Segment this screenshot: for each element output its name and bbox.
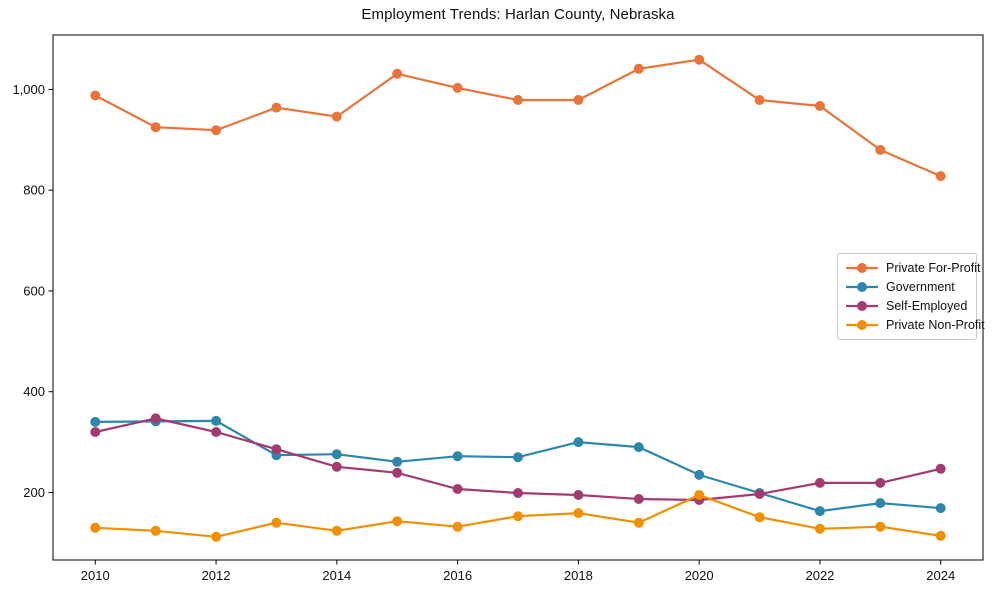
data-point-private-non-profit-2018 [573,508,584,519]
data-point-government-2019 [633,442,644,453]
x-axis-tick-label: 2024 [926,568,955,583]
y-axis-tick-label: 800 [23,183,45,198]
data-point-private-non-profit-2017 [513,511,523,522]
legend-label: Private For-Profit [886,261,981,276]
data-point-private-for-profit-2023 [875,144,886,155]
x-axis-tick-label: 2014 [322,568,351,583]
legend-marker-line-dot-icon [846,319,878,330]
legend-label: Government [886,280,955,295]
data-point-private-for-profit-2021 [754,95,765,105]
data-point-private-for-profit-2015 [392,68,403,79]
data-point-self-employed-2011 [150,413,161,424]
data-point-self-employed-2024 [935,463,946,474]
x-axis-tick-label: 2018 [564,568,593,583]
data-point-government-2020 [694,469,705,480]
x-axis-tick-label: 2022 [805,568,834,583]
y-axis-tick-label: 200 [23,485,45,500]
data-point-private-non-profit-2010 [90,522,101,533]
legend: Private For-Profit Government Self-Emplo… [837,253,985,340]
y-axis-tick-label: 400 [23,384,45,399]
data-point-private-non-profit-2019 [633,517,644,528]
data-point-private-for-profit-2014 [331,111,342,122]
data-point-government-2014 [331,449,342,460]
data-point-self-employed-2012 [211,427,222,437]
data-point-private-for-profit-2010 [90,90,101,101]
data-point-private-non-profit-2021 [754,512,765,523]
data-point-private-non-profit-2011 [150,525,161,536]
legend-item-private-non-profit: Private Non-Profit [845,316,985,334]
series-line-private-for-profit [94,58,942,178]
legend-label: Private Non-Profit [886,317,985,332]
x-axis-tick-label: 2016 [443,568,472,583]
data-point-private-non-profit-2020 [694,490,705,500]
data-point-private-non-profit-2013 [271,517,282,528]
y-axis-tick-label: 1,000 [12,82,45,97]
data-point-self-employed-2015 [392,467,403,478]
data-point-self-employed-2017 [513,488,523,498]
data-point-self-employed-2023 [875,477,886,488]
data-point-government-2010 [90,416,101,427]
data-point-self-employed-2022 [814,477,825,488]
legend-item-government: Government [845,278,969,296]
data-point-private-non-profit-2016 [452,521,463,532]
data-point-government-2015 [392,456,403,467]
y-axis-tick-label: 600 [23,283,45,298]
data-point-private-for-profit-2018 [573,95,584,105]
data-point-private-non-profit-2014 [331,525,342,536]
data-point-private-non-profit-2024 [935,530,946,541]
legend-marker-line-dot-icon [846,263,878,274]
data-point-government-2024 [935,503,946,514]
data-point-private-for-profit-2011 [150,122,161,133]
legend-item-self-employed: Self-Employed [845,297,969,315]
data-point-private-for-profit-2017 [513,95,523,105]
x-axis-tick-label: 2020 [685,568,714,583]
data-point-self-employed-2014 [331,461,342,472]
data-point-private-non-profit-2022 [814,523,825,534]
data-point-private-for-profit-2022 [814,101,825,111]
legend-marker-line-dot-icon [846,282,878,293]
data-point-government-2012 [211,415,222,426]
data-point-private-non-profit-2015 [392,516,403,527]
legend-label: Self-Employed [886,298,968,313]
data-point-private-for-profit-2020 [694,54,705,65]
data-point-self-employed-2010 [90,427,101,437]
data-point-private-for-profit-2016 [452,82,463,93]
data-point-self-employed-2021 [754,489,765,499]
data-point-self-employed-2018 [573,490,584,500]
data-point-private-for-profit-2024 [935,171,946,182]
plot-border [52,34,984,561]
x-axis-tick-label: 2012 [202,568,231,583]
data-point-private-for-profit-2012 [211,125,222,136]
data-point-government-2018 [573,437,584,448]
data-point-self-employed-2013 [271,444,282,455]
chart-title: Employment Trends: Harlan County, Nebras… [361,6,675,23]
data-point-government-2023 [875,498,886,509]
legend-marker-line-dot-icon [846,300,878,311]
data-point-private-for-profit-2019 [633,63,644,74]
data-point-private-non-profit-2012 [211,531,222,542]
x-axis-tick-label: 2010 [81,568,110,583]
data-point-government-2016 [452,451,463,462]
data-point-self-employed-2016 [452,484,463,494]
data-point-government-2022 [814,506,825,517]
data-point-private-non-profit-2023 [875,521,886,532]
data-point-private-for-profit-2013 [271,102,282,113]
data-point-self-employed-2019 [633,494,644,504]
data-point-government-2017 [513,452,523,463]
legend-item-private-for-profit: Private For-Profit [845,259,980,277]
